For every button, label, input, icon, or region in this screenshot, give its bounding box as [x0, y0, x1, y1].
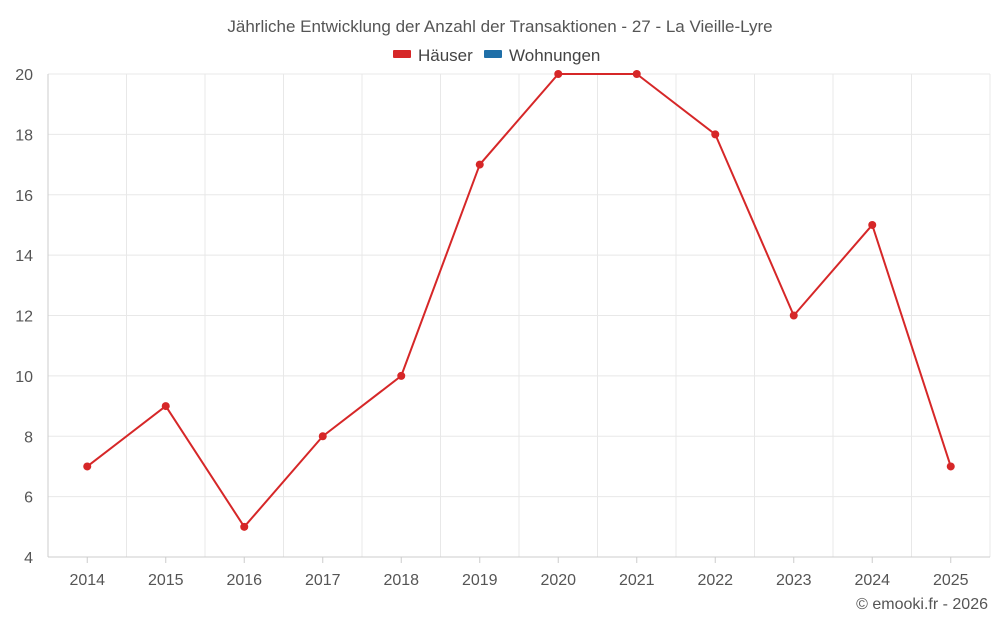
- x-axis-ticks: 2014 2015 2016 2017 2018 2019 2020 2021 2022 2023…: [69, 557, 969, 589]
- legend-swatch-wohnungen: [484, 50, 502, 58]
- y-axis-ticks: 4 6 8 10 12 14 16 18 20: [15, 67, 33, 567]
- y-tick-label: 8: [24, 429, 33, 446]
- data-point[interactable]: [711, 130, 720, 139]
- data-point[interactable]: [475, 160, 484, 169]
- data-point[interactable]: [318, 432, 327, 441]
- y-tick-label: 16: [15, 188, 33, 205]
- chart-title: Jährliche Entwicklung der Anzahl der Tra…: [227, 17, 772, 36]
- y-tick-label: 10: [15, 369, 33, 386]
- data-point[interactable]: [240, 522, 249, 531]
- data-point[interactable]: [789, 311, 798, 320]
- series-haeuser: [83, 70, 955, 531]
- x-tick-label: 2014: [69, 572, 105, 589]
- x-tick-label: 2017: [305, 572, 341, 589]
- x-tick-label: 2018: [383, 572, 419, 589]
- x-tick-label: 2025: [933, 572, 969, 589]
- data-point[interactable]: [632, 70, 641, 78]
- legend: Häuser Wohnungen: [393, 46, 600, 65]
- x-tick-label: 2019: [462, 572, 498, 589]
- credit-text: © emooki.fr - 2026: [856, 596, 988, 613]
- data-point[interactable]: [83, 462, 92, 471]
- y-tick-label: 20: [15, 67, 33, 84]
- y-tick-label: 6: [24, 490, 33, 507]
- data-point[interactable]: [554, 70, 563, 78]
- x-tick-label: 2020: [540, 572, 576, 589]
- y-tick-label: 12: [15, 309, 33, 326]
- y-tick-label: 4: [24, 550, 33, 567]
- grid: [47, 73, 991, 557]
- data-point[interactable]: [946, 462, 955, 471]
- x-tick-label: 2021: [619, 572, 655, 589]
- x-tick-label: 2016: [226, 572, 262, 589]
- x-tick-label: 2024: [854, 572, 890, 589]
- axes: [47, 74, 990, 558]
- series-line: [86, 73, 952, 528]
- legend-label-haeuser: Häuser: [418, 46, 473, 65]
- data-point[interactable]: [161, 402, 170, 411]
- x-tick-label: 2023: [776, 572, 812, 589]
- y-tick-label: 18: [15, 127, 33, 144]
- data-point[interactable]: [397, 371, 406, 380]
- x-tick-label: 2022: [697, 572, 733, 589]
- data-point[interactable]: [868, 220, 877, 229]
- y-tick-label: 14: [15, 248, 33, 265]
- legend-item-haeuser[interactable]: Häuser: [393, 46, 473, 65]
- x-tick-label: 2015: [148, 572, 184, 589]
- legend-item-wohnungen[interactable]: Wohnungen: [484, 46, 600, 65]
- legend-swatch-haeuser: [393, 50, 411, 58]
- legend-label-wohnungen: Wohnungen: [509, 46, 600, 65]
